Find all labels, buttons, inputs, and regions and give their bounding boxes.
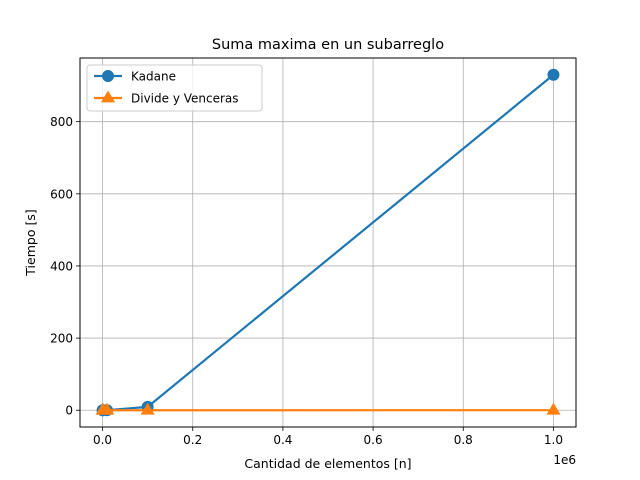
y-tick-label: 400 bbox=[50, 259, 73, 273]
plot-series bbox=[95, 68, 561, 417]
x-tick-label: 0.4 bbox=[273, 433, 292, 447]
legend-entry: Kadane bbox=[94, 70, 176, 84]
x-tick-label: 0.2 bbox=[183, 433, 202, 447]
data-point bbox=[140, 402, 155, 415]
x-tick-label: 0.8 bbox=[454, 433, 473, 447]
x-axis-offset-text: 1e6 bbox=[553, 453, 576, 467]
series-divide-y-venceras bbox=[95, 402, 561, 415]
chart-title: Suma maxima en un subarreglo bbox=[212, 37, 444, 53]
plot-frame bbox=[79, 57, 577, 428]
grid bbox=[80, 58, 576, 427]
legend-marker bbox=[100, 90, 116, 103]
legend-entry: Divide y Venceras bbox=[94, 90, 239, 106]
y-tick-label: 800 bbox=[50, 115, 73, 129]
y-axis-label: Tiempo [s] bbox=[23, 209, 38, 276]
x-tick-label: 0.0 bbox=[93, 433, 112, 447]
x-axis-label: Cantidad de elementos [n] bbox=[244, 456, 411, 471]
x-tick-label: 1.0 bbox=[544, 433, 563, 447]
data-point bbox=[547, 68, 560, 81]
legend-box bbox=[86, 64, 263, 112]
y-tick-label: 0 bbox=[65, 404, 73, 418]
legend-marker bbox=[102, 70, 114, 82]
axis-ticks: 0.0 0.2 0.4 0.6 0.8 1.0 0 200 400 600 800 bbox=[50, 115, 563, 447]
x-tick-label: 0.6 bbox=[364, 433, 383, 447]
legend-label: Divide y Venceras bbox=[131, 92, 239, 106]
legend: Kadane Divide y Venceras bbox=[86, 64, 263, 112]
data-point bbox=[546, 402, 561, 415]
data-point bbox=[100, 402, 115, 415]
y-tick-label: 600 bbox=[50, 187, 73, 201]
legend-label: Kadane bbox=[131, 70, 176, 84]
y-tick-label: 200 bbox=[50, 332, 73, 346]
